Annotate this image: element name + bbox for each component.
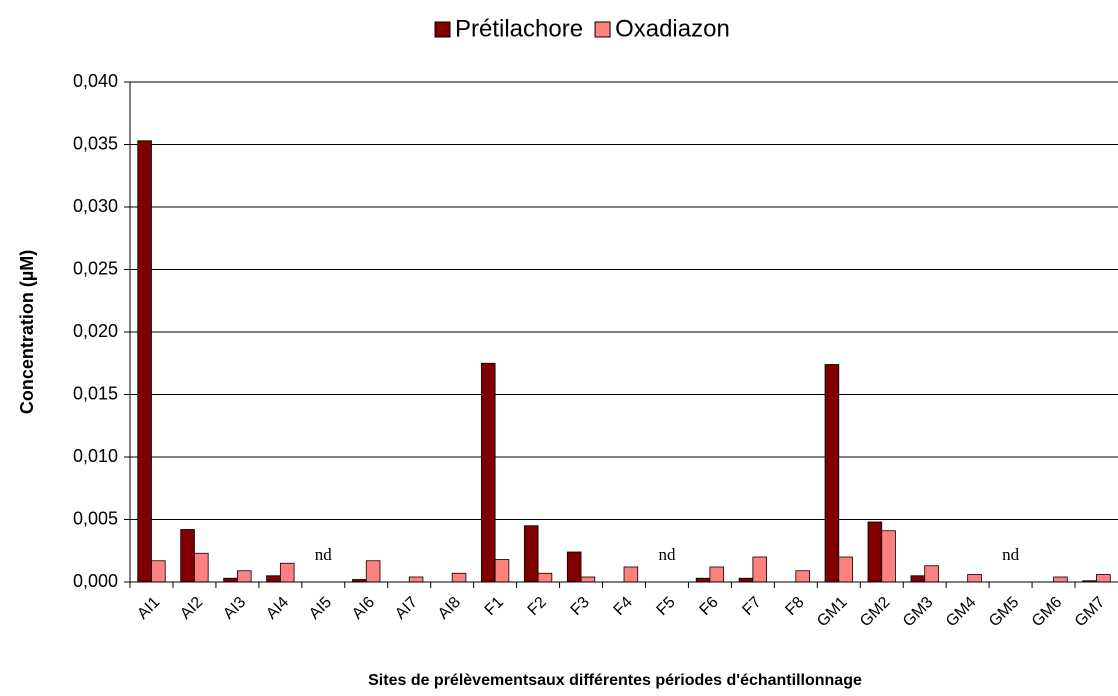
bar: [494, 559, 510, 583]
x-tick-label: GM4: [943, 594, 980, 631]
legend-swatch: [594, 21, 611, 38]
x-tick-label: F1: [482, 594, 507, 619]
bar: [709, 566, 725, 583]
bar: [266, 575, 281, 583]
y-tick-label: 0,000: [73, 571, 118, 591]
bar: [1096, 574, 1111, 583]
bar: [480, 362, 496, 583]
bar: [623, 566, 639, 583]
bar: [967, 574, 982, 583]
x-tick-label: F7: [739, 594, 764, 619]
x-tick-label: AI4: [263, 594, 292, 623]
bar: [824, 364, 840, 583]
x-tick-label: AI7: [392, 594, 421, 623]
y-tick-label: 0,040: [73, 71, 118, 91]
y-tick-label: 0,035: [73, 133, 118, 153]
bar: [365, 560, 381, 583]
x-tick-label: F5: [654, 594, 679, 619]
x-tick-label: GM5: [986, 594, 1023, 631]
x-tick-label: AI1: [134, 594, 163, 623]
annotation: nd: [315, 545, 333, 564]
bar: [279, 562, 295, 583]
legend-swatch: [434, 21, 451, 38]
bar: [537, 572, 553, 583]
bar: [795, 570, 810, 583]
x-tick-label: GM7: [1072, 594, 1109, 631]
x-tick-label: F8: [782, 594, 807, 619]
x-tick-label: F3: [568, 594, 593, 619]
bar: [695, 577, 711, 583]
bar: [1053, 576, 1068, 583]
bar: [223, 577, 238, 583]
y-tick-label: 0,015: [73, 383, 118, 403]
bar: [924, 565, 939, 583]
bar: [151, 560, 166, 583]
bar: [408, 576, 424, 583]
bar: [523, 525, 539, 583]
bar: [752, 556, 768, 583]
bar: [451, 572, 467, 583]
bar: [580, 576, 596, 583]
x-tick-label: GM2: [857, 594, 894, 631]
bar: [137, 140, 152, 583]
bar: [236, 570, 252, 583]
x-tick-label: GM3: [900, 594, 937, 631]
x-tick-label: F2: [525, 594, 550, 619]
x-tick-label: GM6: [1029, 594, 1066, 631]
y-tick-label: 0,025: [73, 258, 118, 278]
bar: [867, 521, 883, 583]
bar: [838, 556, 853, 583]
legend-label: Oxadiazon: [615, 15, 730, 42]
x-tick-label: AI6: [349, 594, 378, 623]
bar: [194, 552, 209, 583]
x-tick-label: AI8: [435, 594, 464, 623]
bar: [910, 575, 926, 583]
y-tick-label: 0,020: [73, 321, 118, 341]
annotation: nd: [1002, 545, 1020, 564]
annotation: nd: [658, 545, 676, 564]
y-tick-label: 0,005: [73, 508, 118, 528]
x-tick-label: F4: [611, 594, 636, 619]
y-axis-label: Concentration (µM): [17, 250, 37, 414]
x-tick-label: AI5: [306, 594, 335, 623]
y-tick-label: 0,010: [73, 446, 118, 466]
x-tick-label: AI3: [220, 594, 249, 623]
bar: [566, 551, 582, 583]
x-tick-label: F6: [697, 594, 722, 619]
bar: [881, 530, 896, 583]
y-tick-label: 0,030: [73, 196, 118, 216]
bar: [180, 529, 195, 583]
x-axis-label: Sites de prélèvementsaux différentes pér…: [368, 672, 862, 689]
x-tick-label: AI2: [177, 594, 206, 623]
legend-label: Prétilachore: [455, 15, 583, 42]
x-tick-label: GM1: [814, 594, 851, 631]
bar: [738, 577, 754, 583]
